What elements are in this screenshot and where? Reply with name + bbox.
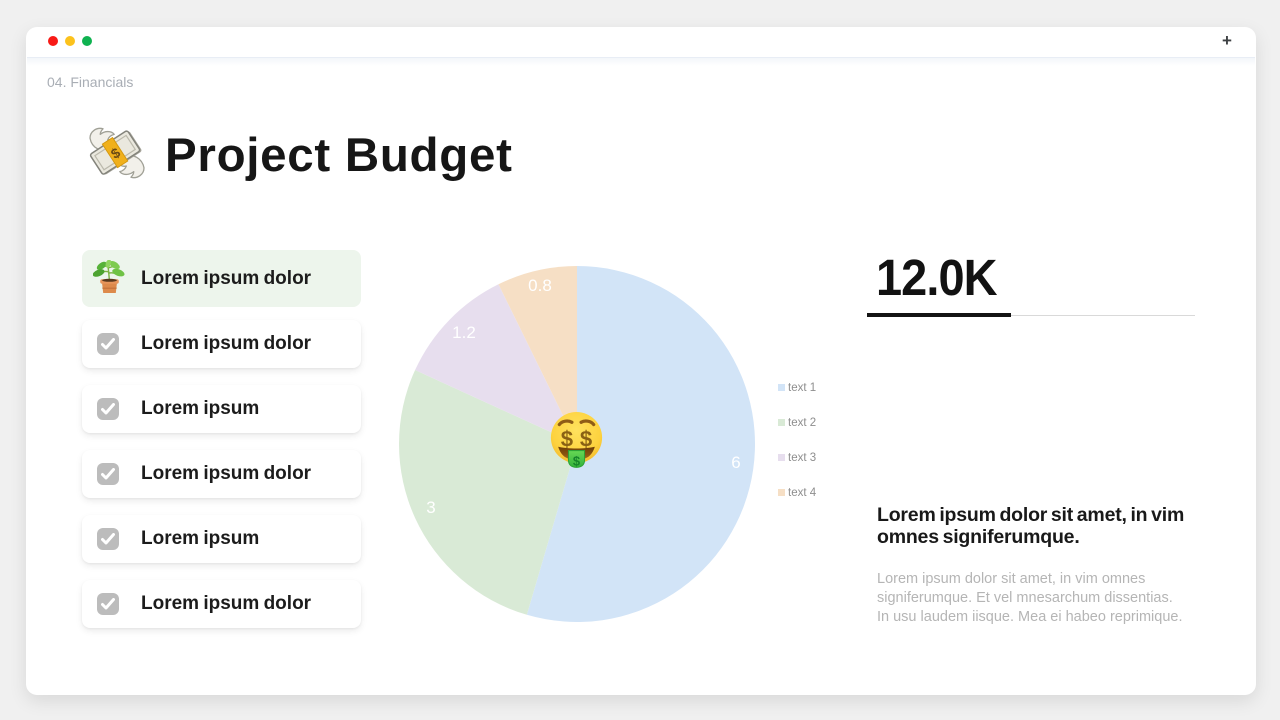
svg-text:$: $ bbox=[573, 453, 581, 468]
svg-text:$: $ bbox=[580, 426, 592, 451]
svg-text:$: $ bbox=[561, 426, 573, 451]
